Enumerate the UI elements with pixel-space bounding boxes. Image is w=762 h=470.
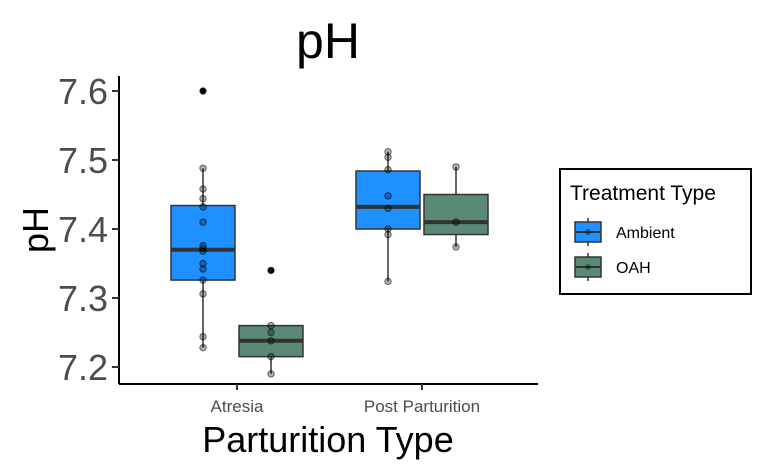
x-axis-title: Parturition Type: [202, 419, 453, 460]
x-tick-label: Post Parturition: [364, 397, 480, 416]
y-tick-label: 7.2: [58, 347, 108, 388]
point-oah-post-parturition: [452, 243, 460, 251]
point-ambient-atresia: [199, 265, 207, 273]
point-ambient-post-parturition: [384, 204, 392, 213]
x-tick-label: Atresia: [211, 397, 264, 416]
chart-title: pH: [296, 13, 360, 69]
point-ambient-post-parturition: [384, 192, 392, 200]
point-ambient-atresia: [199, 185, 207, 193]
legend-label-oah: OAH: [616, 260, 651, 277]
point-oah-atresia: [267, 337, 275, 345]
point-ambient-atresia: [199, 164, 207, 172]
y-tick-label: 7.3: [58, 278, 108, 319]
point-ambient-atresia: [199, 332, 207, 341]
legend-key-point-ambient: [585, 229, 591, 235]
point-oah-atresia: [267, 266, 275, 275]
outlier-ambient-atresia: [199, 87, 207, 95]
legend: Treatment Type Ambient OAH: [559, 168, 752, 295]
legend-title: Treatment Type: [570, 182, 716, 205]
point-ambient-atresia: [199, 87, 207, 95]
point-ambient-post-parturition: [384, 153, 392, 161]
outlier-oah-atresia: [267, 267, 275, 274]
point-oah-atresia: [267, 352, 275, 361]
point-ambient-post-parturition: [384, 225, 392, 233]
y-axis-title: pH: [15, 207, 56, 253]
point-ambient-atresia: [199, 241, 207, 250]
point-ambient-post-parturition: [384, 277, 392, 286]
box-ambient-post-parturition: [355, 170, 421, 230]
point-oah-post-parturition: [452, 218, 460, 226]
point-ambient-atresia: [199, 290, 207, 298]
point-ambient-atresia: [199, 259, 207, 268]
point-oah-atresia: [267, 321, 275, 330]
plot-area: 7.2 7.3 7.4 7.5 7.6 Atresia Post Parturition: [58, 71, 538, 416]
point-oah-atresia: [267, 328, 275, 337]
point-ambient-atresia: [199, 276, 207, 284]
point-ambient-atresia: [199, 218, 207, 226]
legend-key-point-oah: [585, 264, 591, 270]
point-ambient-post-parturition: [384, 165, 392, 174]
point-oah-post-parturition: [452, 163, 460, 171]
y-tick-label: 7.4: [58, 209, 108, 250]
point-oah-atresia: [267, 370, 275, 378]
box-oah-post-parturition: [423, 193, 489, 236]
y-tick-label: 7.5: [58, 140, 108, 181]
point-ambient-atresia: [199, 194, 207, 203]
point-ambient-atresia: [199, 343, 207, 352]
y-tick-label: 7.6: [58, 71, 108, 112]
point-ambient-post-parturition: [384, 148, 392, 156]
legend-label-ambient: Ambient: [616, 225, 675, 242]
point-ambient-post-parturition: [384, 230, 392, 239]
point-ambient-atresia: [199, 203, 207, 211]
